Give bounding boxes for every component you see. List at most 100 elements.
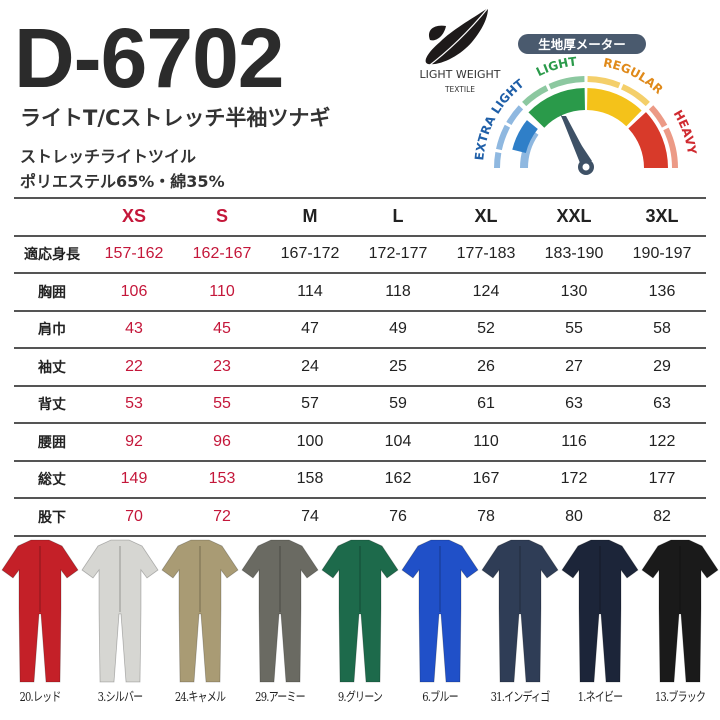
table-cell: 58 — [618, 310, 706, 349]
table-cell: 183-190 — [530, 235, 618, 274]
weight-line2: TEXTILE — [444, 85, 475, 94]
size-header-xs: XS — [90, 197, 178, 237]
meter-title: 生地厚メーター — [538, 37, 626, 52]
row-label: 肩巾 — [14, 310, 90, 349]
table-cell: 167 — [442, 460, 530, 499]
table-cell: 80 — [530, 498, 618, 537]
gauge-outer-band-segment — [587, 76, 621, 89]
coverall-swatch[interactable] — [161, 539, 239, 683]
gauge-outer-band-segment — [494, 152, 502, 168]
table-cell: 57 — [266, 385, 354, 424]
gauge-outer-band-segment — [663, 127, 678, 168]
color-label: 6.ブルー — [422, 689, 458, 704]
table-row: 総丈 149 153 158 162 167 172 177 — [14, 460, 706, 499]
table-cell: 190-197 — [618, 235, 706, 274]
fabric-composition: ポリエステル65%・綿35% — [20, 172, 225, 191]
table-cell: 43 — [90, 310, 178, 349]
coverall-swatch[interactable] — [1, 539, 79, 683]
table-cell: 78 — [442, 498, 530, 537]
coverall-image — [321, 539, 399, 683]
table-cell: 104 — [354, 423, 442, 462]
table-cell: 177-183 — [442, 235, 530, 274]
gauge-segment-extra-light — [512, 120, 538, 154]
gauge-outer-band-segment — [522, 85, 549, 107]
table-cell: 172-177 — [354, 235, 442, 274]
coverall-swatch[interactable] — [561, 539, 639, 683]
gauge-outer-band-segment — [506, 105, 524, 125]
gauge-segment-regular — [587, 88, 642, 127]
table-row: 袖丈 22 23 24 25 26 27 29 — [14, 348, 706, 387]
table-cell: 22 — [90, 348, 178, 387]
table-row: 股下 70 72 74 76 78 80 82 — [14, 498, 706, 537]
model-number: D-6702 — [14, 11, 285, 105]
gauge-outer-band-segment — [620, 83, 650, 107]
color-label: 20.レッド — [19, 689, 61, 704]
corner-cell — [14, 197, 90, 237]
table-cell: 55 — [530, 310, 618, 349]
thickness-meter: LIGHT WEIGHT TEXTILE 生地厚メーター EXTRA LIGHT… — [420, 7, 699, 175]
table-cell: 61 — [442, 385, 530, 424]
table-cell: 53 — [90, 385, 178, 424]
table-cell: 106 — [90, 273, 178, 312]
coverall-swatch[interactable] — [321, 539, 399, 683]
row-label: 胸囲 — [14, 273, 90, 312]
table-cell: 130 — [530, 273, 618, 312]
coverall-image — [401, 539, 479, 683]
coverall-swatch[interactable] — [241, 539, 319, 683]
row-label: 背丈 — [14, 385, 90, 424]
gauge-outer-track-extra-light — [520, 130, 539, 168]
color-label: 1.ネイビー — [577, 689, 624, 704]
table-cell: 167-172 — [266, 235, 354, 274]
size-header-l: L — [354, 197, 442, 237]
table-cell: 29 — [618, 348, 706, 387]
fabric-type: ストレッチライトツイル — [20, 147, 197, 166]
table-cell: 63 — [618, 385, 706, 424]
row-label: 袖丈 — [14, 348, 90, 387]
color-label: 31.インディゴ — [490, 689, 551, 704]
color-label: 13.ブラック — [654, 689, 706, 704]
gauge-segment-heavy — [628, 112, 668, 168]
weight-line1: LIGHT WEIGHT — [420, 68, 501, 81]
coverall-swatch[interactable] — [401, 539, 479, 683]
coverall-image — [1, 539, 79, 683]
table-cell: 70 — [90, 498, 178, 537]
row-label: 腰囲 — [14, 423, 90, 462]
coverall-swatch[interactable] — [641, 539, 719, 683]
row-label: 総丈 — [14, 460, 90, 499]
gauge-needle — [560, 113, 594, 175]
size-header-3xl: 3XL — [618, 197, 706, 237]
size-header-m: M — [266, 197, 354, 237]
gauge-segment-light — [528, 88, 585, 128]
size-header-xxl: XXL — [530, 197, 618, 237]
table-cell: 76 — [354, 498, 442, 537]
table-cell: 59 — [354, 385, 442, 424]
table-cell: 45 — [178, 310, 266, 349]
color-label: 29.アーミー — [255, 689, 306, 704]
size-table: XS S M L XL XXL 3XL 適応身長 157-162 162-167 167-172 17… — [14, 197, 706, 537]
table-cell: 149 — [90, 460, 178, 499]
table-cell: 110 — [178, 273, 266, 312]
table-cell: 72 — [178, 498, 266, 537]
table-row: 背丈 53 55 57 59 61 63 63 — [14, 385, 706, 424]
coverall-image — [161, 539, 239, 683]
row-label: 適応身長 — [14, 235, 90, 274]
table-cell: 162-167 — [178, 235, 266, 274]
table-cell: 116 — [530, 423, 618, 462]
meter-title-badge — [518, 34, 646, 54]
table-cell: 114 — [266, 273, 354, 312]
table-row: 腰囲 92 96 100 104 110 116 122 — [14, 423, 706, 462]
gauge-outer-band-segment — [496, 124, 511, 151]
table-cell: 157-162 — [90, 235, 178, 274]
table-cell: 153 — [178, 460, 266, 499]
product-name: ライトT/Cストレッチ半袖ツナギ — [20, 106, 331, 130]
table-cell: 92 — [90, 423, 178, 462]
table-cell: 23 — [178, 348, 266, 387]
coverall-image — [481, 539, 559, 683]
coverall-swatch[interactable] — [481, 539, 559, 683]
table-cell: 63 — [530, 385, 618, 424]
coverall-swatch[interactable] — [81, 539, 159, 683]
table-cell: 172 — [530, 460, 618, 499]
table-cell: 118 — [354, 273, 442, 312]
table-cell: 162 — [354, 460, 442, 499]
table-cell: 25 — [354, 348, 442, 387]
